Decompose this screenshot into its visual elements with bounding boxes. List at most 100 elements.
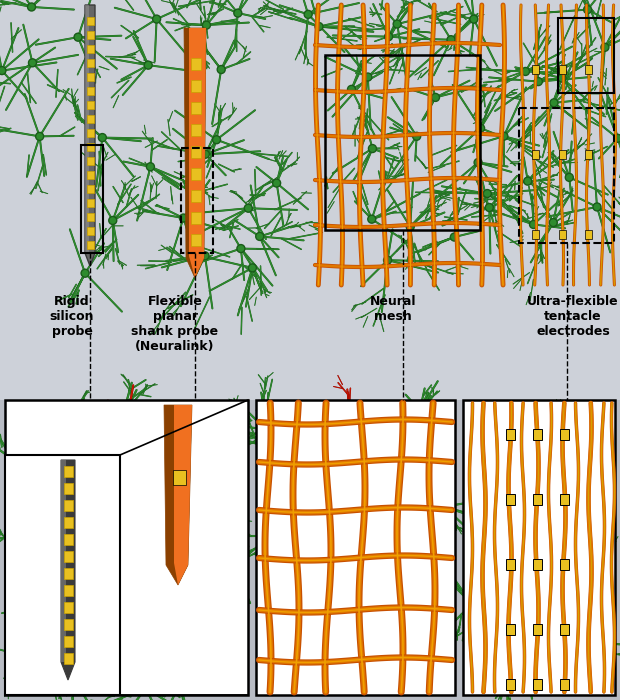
Bar (532, 65, 539, 74)
Bar (64, 534, 73, 545)
Circle shape (521, 67, 529, 76)
Bar (87, 199, 94, 207)
Circle shape (69, 675, 79, 685)
Bar (533, 559, 542, 570)
Circle shape (558, 74, 566, 82)
Bar (560, 494, 569, 505)
Bar (506, 429, 515, 440)
Circle shape (306, 542, 316, 553)
Bar (87, 73, 94, 81)
Polygon shape (174, 405, 192, 585)
Circle shape (92, 550, 102, 559)
Circle shape (432, 93, 440, 102)
Bar (87, 143, 94, 151)
Bar (191, 212, 201, 224)
Circle shape (413, 132, 421, 140)
Bar (191, 146, 201, 158)
Circle shape (368, 145, 376, 153)
Bar (64, 466, 73, 477)
Bar (191, 102, 201, 114)
Circle shape (201, 252, 209, 260)
Circle shape (104, 494, 116, 506)
Circle shape (315, 471, 325, 481)
Bar (87, 227, 94, 235)
Bar (256, 400, 455, 695)
Text: Flexible
planar
shank probe
(Neuralink): Flexible planar shank probe (Neuralink) (131, 295, 219, 353)
Circle shape (583, 6, 591, 13)
Circle shape (534, 78, 542, 85)
Bar (87, 171, 94, 179)
Bar (559, 150, 566, 159)
Bar (560, 559, 569, 570)
Circle shape (175, 678, 185, 688)
Bar (533, 624, 542, 635)
Circle shape (205, 616, 215, 626)
Bar (87, 213, 94, 221)
Circle shape (34, 664, 44, 674)
Circle shape (144, 449, 156, 461)
Polygon shape (61, 460, 75, 680)
Circle shape (170, 581, 180, 591)
Bar (87, 185, 94, 193)
Circle shape (439, 502, 449, 512)
Circle shape (99, 134, 106, 141)
Circle shape (141, 683, 151, 693)
Circle shape (273, 446, 283, 456)
Bar (64, 636, 73, 647)
Circle shape (384, 572, 394, 582)
Bar (558, 18, 614, 93)
Circle shape (27, 3, 35, 11)
Circle shape (185, 525, 195, 535)
Polygon shape (189, 28, 206, 278)
Circle shape (344, 409, 356, 421)
Circle shape (74, 33, 82, 41)
Bar (181, 148, 213, 253)
Circle shape (217, 66, 225, 74)
Circle shape (119, 584, 131, 596)
Circle shape (0, 66, 6, 75)
Circle shape (144, 61, 153, 69)
Circle shape (550, 99, 558, 107)
Bar (64, 500, 73, 511)
Circle shape (109, 464, 121, 476)
Circle shape (484, 190, 491, 197)
Bar (64, 568, 73, 579)
Circle shape (234, 573, 244, 583)
Circle shape (523, 671, 533, 681)
Circle shape (289, 644, 301, 656)
Circle shape (273, 179, 281, 187)
Bar (585, 150, 592, 159)
Bar (559, 230, 566, 239)
Bar (506, 494, 515, 505)
Circle shape (549, 218, 557, 227)
Bar (87, 31, 94, 39)
Circle shape (37, 645, 46, 655)
Circle shape (194, 454, 206, 466)
Circle shape (404, 557, 415, 567)
Circle shape (29, 59, 37, 66)
Bar (81, 145, 103, 253)
Circle shape (134, 634, 146, 646)
Circle shape (255, 232, 264, 240)
Circle shape (159, 484, 171, 496)
Circle shape (304, 539, 316, 551)
Bar (173, 470, 186, 485)
Circle shape (149, 524, 161, 536)
Circle shape (595, 638, 605, 648)
Bar (87, 129, 94, 137)
Polygon shape (184, 28, 206, 278)
Circle shape (565, 174, 574, 181)
Circle shape (330, 494, 340, 505)
Circle shape (393, 20, 401, 28)
Bar (560, 679, 569, 690)
Circle shape (198, 644, 208, 654)
Circle shape (265, 531, 275, 541)
Circle shape (500, 132, 508, 140)
Circle shape (179, 509, 191, 521)
Circle shape (500, 574, 510, 584)
Circle shape (66, 413, 76, 423)
Bar (87, 87, 94, 95)
Circle shape (108, 216, 117, 225)
Circle shape (447, 36, 455, 43)
Bar (325, 55, 480, 230)
